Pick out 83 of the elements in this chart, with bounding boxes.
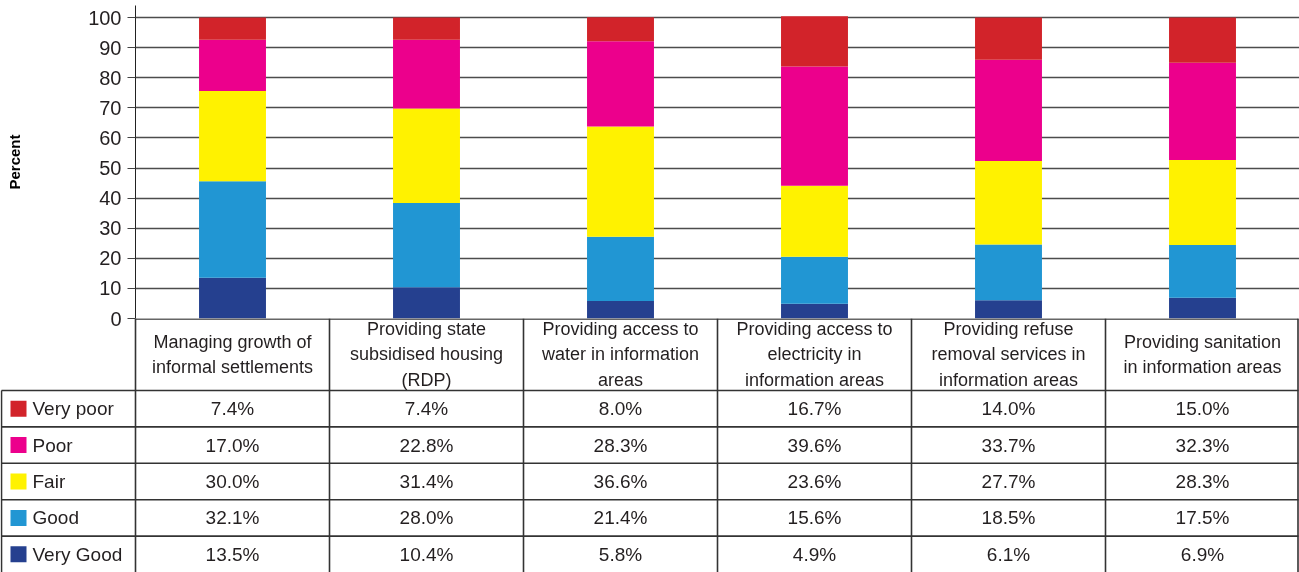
- bar: [199, 17, 266, 40]
- y-tick-label: 10: [99, 277, 122, 300]
- y-tick-label: 100: [88, 6, 122, 29]
- bar: [975, 59, 1042, 162]
- data-label: 15.6%: [787, 507, 842, 529]
- y-tick-label: 70: [99, 96, 122, 119]
- data-label: 28.0%: [399, 507, 454, 529]
- bar: [587, 301, 654, 319]
- data-label: 27.7%: [981, 471, 1036, 492]
- bar: [199, 90, 266, 182]
- data-label: 17.0%: [205, 434, 260, 456]
- x-tick-label: Providing refuse removal services in information areas: [931, 319, 1086, 390]
- bar: [1169, 62, 1236, 160]
- legend-label: Very poor: [32, 398, 115, 420]
- data-label: 28.3%: [593, 434, 648, 456]
- x-tick-label: Providing access to water in information areas: [540, 319, 700, 390]
- legend-label: Good: [32, 507, 79, 529]
- y-tick-label: 90: [99, 36, 122, 59]
- data-label: 6.1%: [986, 543, 1031, 565]
- bar: [199, 277, 266, 319]
- bar: [199, 39, 266, 91]
- y-tick-label: 60: [99, 126, 122, 149]
- x-tick-label: Providing access to electricity in information areas: [736, 319, 893, 390]
- legend-label: Poor: [32, 434, 74, 456]
- bar: [975, 161, 1042, 245]
- bar: [781, 185, 848, 257]
- bar: [393, 39, 460, 109]
- bar: [975, 17, 1042, 60]
- data-label: 5.8%: [598, 543, 643, 565]
- y-tick-label: 30: [99, 217, 122, 240]
- data-label: 28.3%: [1175, 471, 1230, 492]
- bar: [975, 300, 1042, 319]
- bar: [1169, 297, 1236, 319]
- data-label: 15.0%: [1175, 398, 1230, 420]
- legend-label: Fair: [32, 471, 66, 492]
- data-label: 36.6%: [593, 471, 648, 492]
- bar: [393, 202, 460, 288]
- bar: [587, 126, 654, 237]
- data-label: 6.9%: [1180, 543, 1225, 565]
- data-label: 7.4%: [210, 398, 255, 420]
- y-tick-label: 80: [99, 66, 122, 89]
- data-label: 21.4%: [593, 507, 648, 529]
- data-label: 14.0%: [981, 398, 1036, 420]
- data-label: 22.8%: [399, 434, 454, 456]
- data-label: 16.7%: [787, 398, 842, 420]
- bar: [1169, 245, 1236, 298]
- bar: [393, 17, 460, 40]
- bar: [199, 181, 266, 278]
- y-tick-label: 0: [110, 307, 122, 330]
- data-label: 18.5%: [981, 507, 1036, 529]
- y-tick-label: 50: [99, 157, 122, 180]
- bar: [587, 236, 654, 302]
- y-axis-title: Percent: [6, 134, 24, 190]
- bar: [975, 244, 1042, 301]
- legend-label: Very Good: [32, 543, 123, 565]
- data-label: 39.6%: [787, 434, 842, 456]
- bar: [393, 287, 460, 319]
- data-label: 32.1%: [205, 507, 260, 529]
- data-label: 23.6%: [787, 471, 842, 492]
- x-tick-label: Providing sanitation in information areas: [1123, 331, 1282, 378]
- bar: [781, 66, 848, 186]
- x-tick-label: Managing growth of informal settlements: [151, 331, 314, 378]
- bar: [781, 303, 848, 319]
- data-label: 33.7%: [981, 434, 1036, 456]
- data-label: 31.4%: [399, 471, 454, 492]
- data-label: 8.0%: [598, 398, 643, 420]
- y-tick-label: 20: [99, 247, 122, 270]
- x-tick-label: Providing state subsidised housing (RDP): [349, 319, 504, 390]
- bar: [393, 108, 460, 203]
- bar: [781, 256, 848, 304]
- data-label: 4.9%: [792, 543, 837, 565]
- bar: [587, 17, 654, 42]
- data-label: 32.3%: [1175, 434, 1230, 456]
- data-label: 7.4%: [404, 398, 449, 420]
- data-label: 10.4%: [399, 543, 454, 565]
- y-tick-label: 40: [99, 187, 122, 210]
- bar: [1169, 159, 1236, 246]
- data-label: 13.5%: [205, 543, 260, 565]
- data-label: 30.0%: [205, 471, 260, 492]
- bar: [587, 41, 654, 127]
- bar: [781, 16, 848, 67]
- bar: [1169, 17, 1236, 63]
- data-label: 17.5%: [1175, 507, 1230, 529]
